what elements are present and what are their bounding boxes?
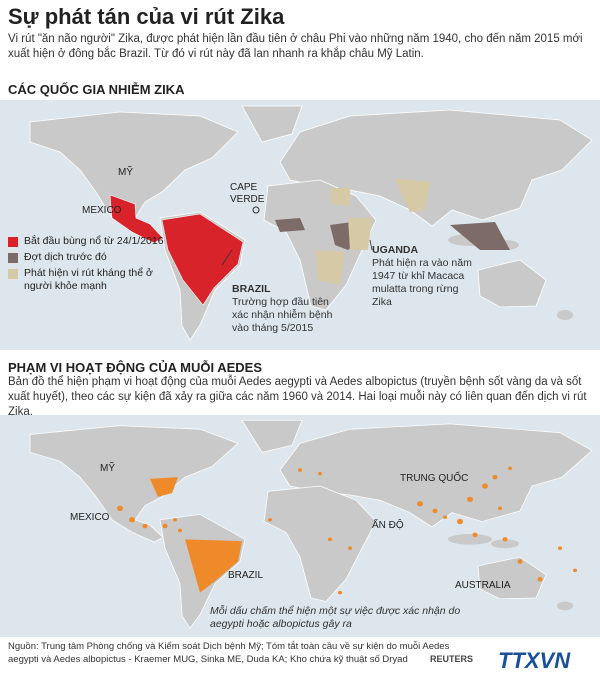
world-map: [0, 100, 600, 350]
logo: TTXVN: [498, 648, 571, 673]
title: Sự phát tán của vi rút Zika: [8, 4, 285, 29]
map-label: UGANDA: [372, 244, 419, 256]
legend-text: Phát hiện vi rút kháng thể ở người khỏe …: [24, 267, 153, 292]
legend-item: Bắt đầu bùng nổ từ 24/1/2016: [8, 235, 168, 248]
map-label: MỸ: [100, 463, 115, 474]
brazil-note: BRAZIL Trường hợp đầu tiên xác nhận nhiễ…: [232, 283, 342, 335]
legend-item: Đợt dịch trước đó: [8, 251, 168, 264]
map-label: BRAZIL: [232, 283, 271, 295]
map-label: MEXICO: [82, 205, 122, 216]
note-text: Trường hợp đầu tiên xác nhận nhiễm bệnh …: [232, 296, 333, 334]
occurrence-dots: [117, 466, 577, 595]
source: Nguồn: Trung tâm Phòng chống và Kiểm soá…: [8, 641, 450, 665]
map-label: MEXICO: [70, 512, 110, 523]
map-label: AUSTRALIA: [455, 580, 511, 591]
intro: Vi rút "ăn não người" Zika, được phát hi…: [8, 33, 583, 60]
map-note: Mỗi dấu chấm thể hiện một sự việc được x…: [210, 605, 461, 630]
map-label: TRUNG QUỐC: [400, 473, 469, 484]
legend-item: Phát hiện vi rút kháng thể ở người khỏe …: [8, 267, 168, 293]
map-label: CAPE VERDE: [230, 182, 265, 205]
legend-text: Đợt dịch trước đó: [24, 251, 107, 263]
uganda-note: UGANDA Phát hiện ra vào năm 1947 từ khỉ …: [372, 244, 472, 309]
section-heading: PHẠM VI HOẠT ĐỘNG CỦA MUỖI AEDES: [8, 360, 262, 375]
world-map: [0, 415, 600, 637]
section-heading: CÁC QUỐC GIA NHIỄM ZIKA: [8, 82, 185, 97]
reuters-credit: REUTERS: [430, 654, 474, 664]
legend-text: Bắt đầu bùng nổ từ 24/1/2016: [24, 235, 164, 247]
section-text: Bản đồ thể hiện phạm vi hoạt động của mu…: [8, 376, 587, 418]
map-label: ẤN ĐỘ: [372, 520, 404, 531]
map-label: MỸ: [118, 167, 133, 178]
legend: Bắt đầu bùng nổ từ 24/1/2016 Đợt dịch tr…: [8, 235, 168, 296]
note-text: Phát hiện ra vào năm 1947 từ khỉ Macaca …: [372, 257, 472, 308]
map-label: BRAZIL: [228, 570, 264, 581]
